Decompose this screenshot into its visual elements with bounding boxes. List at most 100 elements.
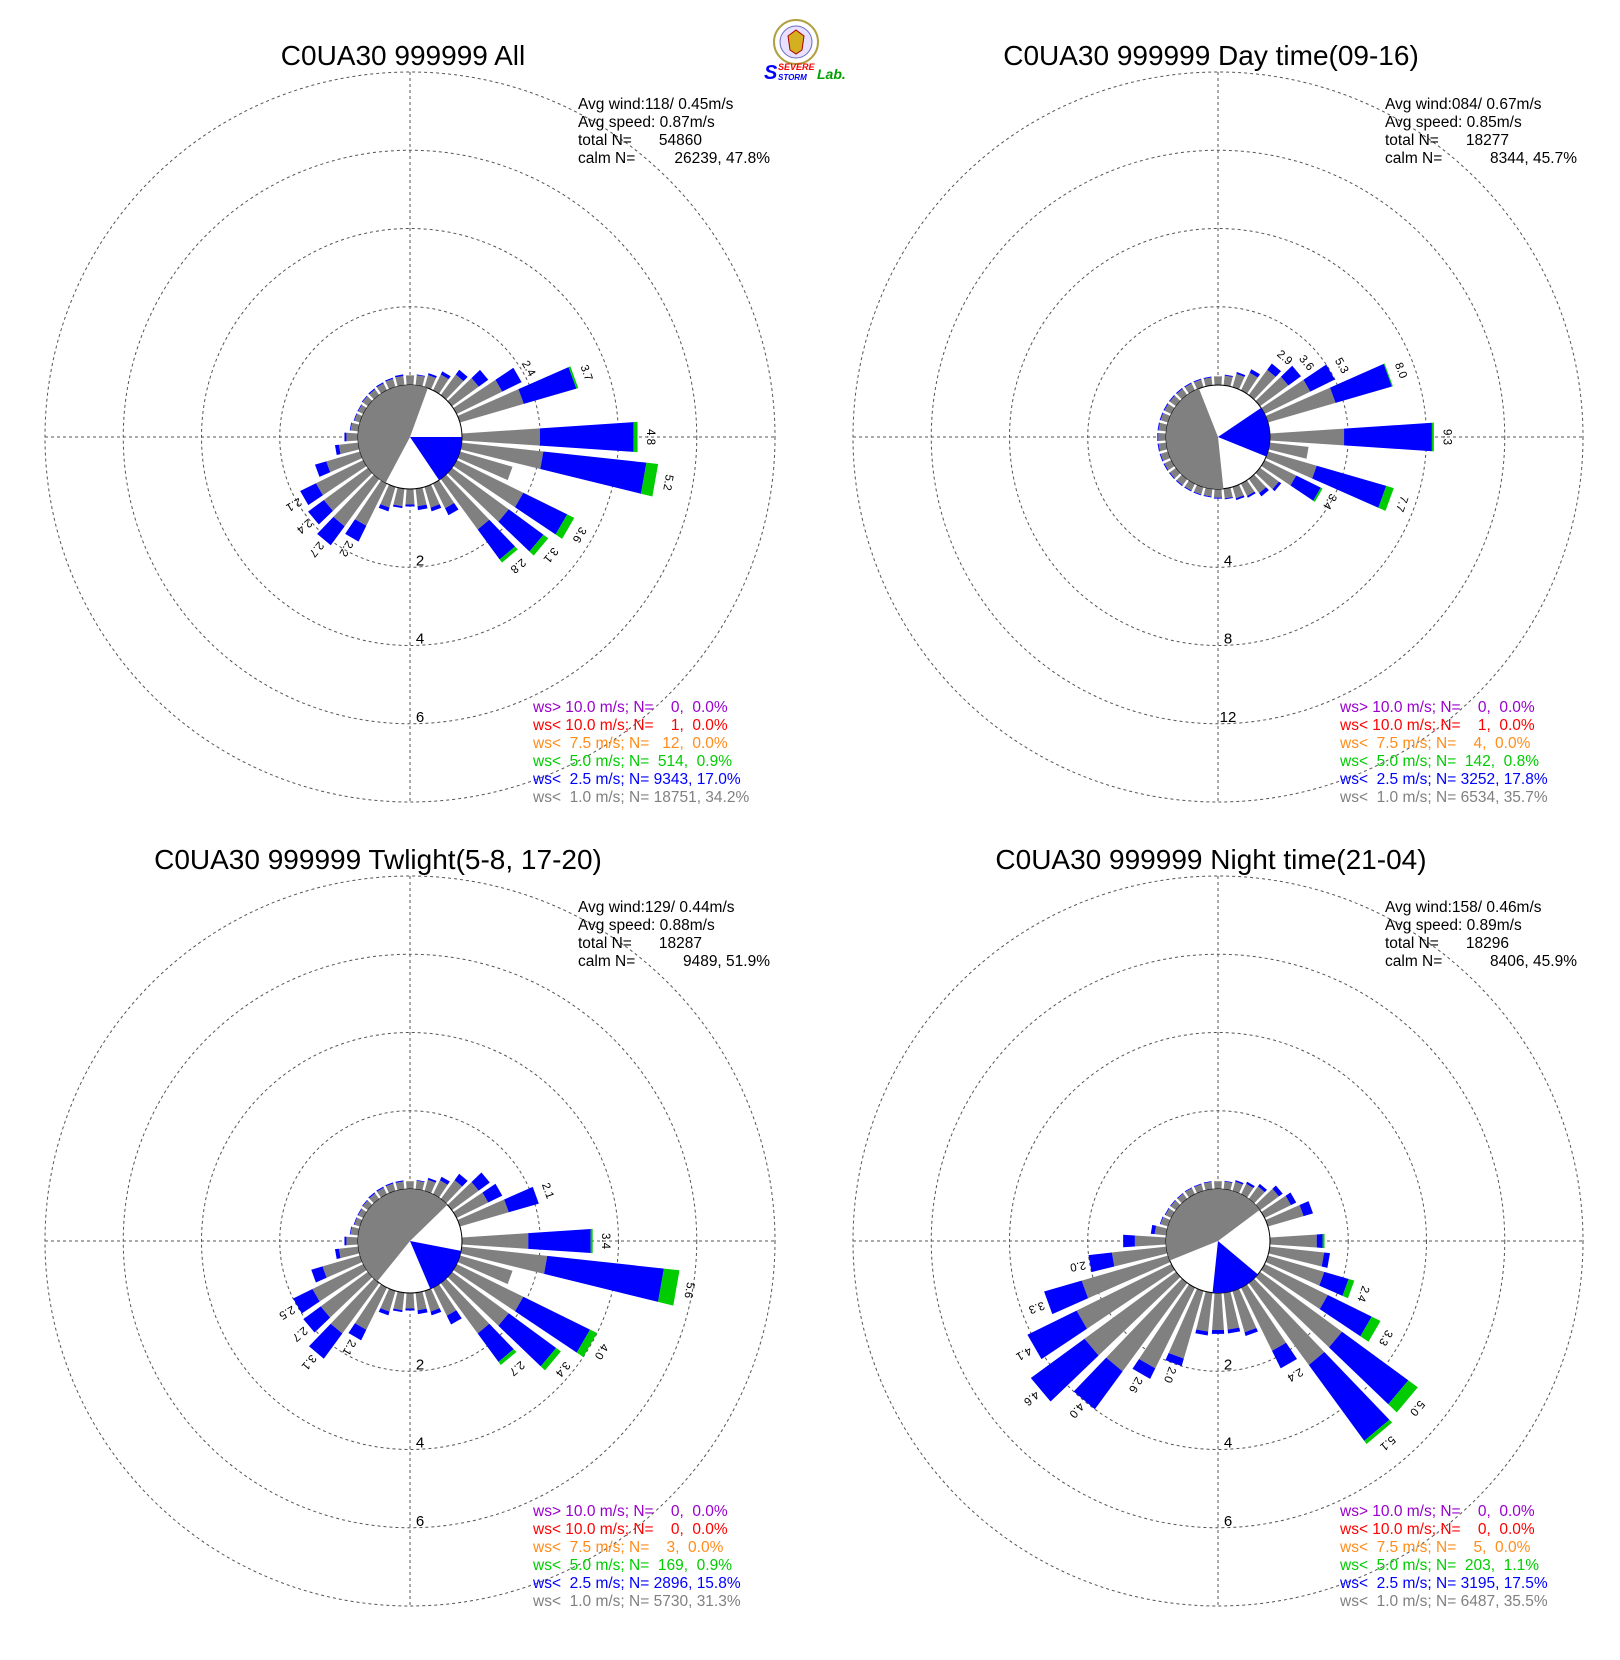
bar-segment-dir-300-ws_lt_2_5	[1163, 403, 1169, 411]
bar-segment-dir-200-ws_lt_1	[380, 1288, 396, 1312]
bar-segment-dir-60-ws_lt_1	[453, 379, 503, 415]
bar-segment-dir-50-ws_lt_2_5	[1280, 365, 1302, 386]
total-n-label: total N=	[1385, 132, 1439, 149]
bar-segment-dir-330-ws_lt_2_5	[1184, 382, 1192, 388]
bar-segment-dir-130-ws_lt_5	[529, 534, 549, 556]
bar-segment-dir-100-ws_lt_1	[1268, 442, 1309, 459]
avg-speed: Avg speed: 0.85m/s	[1385, 114, 1522, 131]
bar-segment-dir-300-ws_lt_2_5	[357, 1208, 362, 1216]
bar-segment-dir-340-ws_lt_1	[1193, 379, 1204, 390]
bar-segment-dir-280-ws_lt_1	[1154, 1225, 1168, 1236]
legend-item: ws< 2.5 m/s; N= 9343, 17.0%	[532, 771, 741, 788]
bar-segment-dir-140-ws_lt_5	[1364, 1419, 1393, 1444]
bar-segment-dir-20-ws_lt_1	[1232, 373, 1245, 390]
bar-label-dir-70: 8.0	[1392, 361, 1409, 380]
bar-label-dir-140: 2.8	[508, 556, 528, 575]
bar-segment-dir-40-ws_lt_2_5	[1267, 363, 1282, 377]
bar-segment-dir-270-ws_lt_2_5	[1157, 432, 1159, 442]
windrose-panel-4: C0UA30 999999 Night time(21-04) 2 4 6 2.4 3.3…	[852, 844, 1584, 1610]
bar-segment-dir-220-ws_lt_1	[330, 1278, 380, 1334]
avg-speed: Avg speed: 0.89m/s	[1385, 917, 1522, 934]
bar-segment-dir-50-ws_lt_1	[447, 1181, 479, 1211]
bar-segment-dir-340-ws_lt_2_5	[385, 377, 394, 382]
bar-segment-dir-50-ws_lt_2_5	[1272, 1185, 1283, 1197]
calm-n-label: calm N=	[1385, 953, 1442, 970]
bar-segment-dir-190-ws_lt_1	[393, 1291, 405, 1311]
bar-segment-dir-200-ws_lt_2_5	[378, 1308, 390, 1316]
bar-segment-dir-180-ws_lt_1	[1212, 1292, 1224, 1330]
avg-wind-wedge	[410, 437, 463, 481]
legend-item: ws< 7.5 m/s; N= 12, 0.0%	[532, 735, 728, 752]
logo-storm: STORM	[778, 73, 807, 82]
bar-label-dir-100: 5.6	[681, 1281, 696, 1299]
bar-segment-dir-160-ws_lt_1	[1232, 1288, 1257, 1333]
bar-segment-dir-130-ws_lt_2_5	[1272, 481, 1282, 492]
bar-segment-dir-10-ws_lt_2_5	[416, 374, 426, 377]
bar-segment-dir-70-ws_lt_1	[1265, 1205, 1304, 1227]
bar-segment-dir-250-ws_lt_1	[1160, 451, 1171, 462]
bar-segment-dir-350-ws_lt_1	[1203, 1181, 1213, 1191]
bar-segment-dir-60-ws_lt_2_5	[1303, 364, 1335, 392]
bar-segment-dir-180-ws_lt_1	[405, 488, 415, 505]
bar-segment-dir-270-ws_lt_1	[346, 432, 359, 442]
bar-segment-dir-260-ws_lt_2_5	[334, 444, 341, 456]
bar-segment-dir-240-ws_lt_1	[312, 1263, 367, 1302]
ring-1	[1087, 1110, 1349, 1372]
bar-segment-dir-120-ws_lt_5	[1360, 1316, 1381, 1342]
bar-segment-dir-110-ws_lt_2_5	[1319, 1271, 1349, 1296]
bar-segment-dir-290-ws_lt_2_5	[353, 1217, 358, 1225]
bar-segment-dir-130-ws_lt_1	[447, 467, 509, 522]
bar-segment-dir-250-ws_lt_1	[326, 451, 363, 473]
bar-segment-dir-20-ws_lt_2_5	[427, 1177, 437, 1183]
bar-segment-dir-110-ws_lt_1	[457, 451, 513, 481]
bar-segment-dir-120-ws_lt_2_5	[514, 1296, 591, 1353]
bar-segment-dir-40-ws_lt_1	[1248, 1186, 1265, 1204]
bar-segment-dir-90-ws_lt_1	[1269, 1234, 1317, 1248]
bar-segment-dir-170-ws_lt_2_5	[417, 1308, 428, 1315]
bar-segment-dir-280-ws_lt_2_5	[1157, 422, 1160, 431]
bar-segment-dir-130-ws_lt_1	[1255, 1271, 1343, 1348]
bar-segment-dir-180-ws_lt_1	[1213, 488, 1223, 498]
ring-3	[930, 149, 1506, 725]
bar-label-dir-120: 4.0	[592, 1341, 610, 1361]
legend-item: ws< 1.0 m/s; N= 5730, 31.3%	[532, 1593, 741, 1610]
legend-item: ws< 10.0 m/s; N= 1, 0.0%	[532, 717, 728, 734]
bar-segment-dir-160-ws_lt_1	[424, 1288, 440, 1312]
bar-label-dir-240: 2.1	[284, 495, 304, 513]
bar-label-dir-140: 2.7	[507, 1358, 527, 1377]
bar-label-dir-220: 2.7	[306, 539, 325, 559]
bar-segment-dir-260-ws_lt_1	[1158, 442, 1168, 452]
bar-segment-dir-210-ws_lt_1	[354, 1284, 388, 1330]
bar-label-dir-240: 4.1	[1014, 1344, 1034, 1362]
ring-label: 4	[1224, 552, 1232, 569]
legend-item: ws< 2.5 m/s; N= 2896, 15.8%	[532, 1575, 741, 1592]
windrose-panel-1: C0UA30 999999 All 2 4 6 2.4 3.7 4.8 5.2 3.6 3.1 2.…	[44, 40, 776, 806]
bar-segment-dir-100-ws_lt_2_5	[544, 1255, 664, 1302]
bar-segment-dir-340-ws_lt_2_5	[1193, 1183, 1202, 1187]
bar-segment-dir-230-ws_lt_1	[323, 467, 373, 511]
bar-segment-dir-120-ws_lt_2_5	[514, 492, 568, 535]
ring-label: 6	[416, 1513, 424, 1530]
bar-segment-dir-10-ws_lt_2_5	[1224, 374, 1233, 378]
bar-segment-dir-260-ws_lt_2_5	[1157, 443, 1160, 452]
bar-segment-dir-70-ws_lt_5	[568, 366, 579, 389]
bar-label-dir-220: 3.1	[299, 1352, 318, 1372]
bar-segment-dir-240-ws_lt_2_5	[1027, 1310, 1088, 1360]
bar-segment-dir-330-ws_lt_2_5	[1184, 1187, 1192, 1192]
total-n-label: total N=	[1385, 935, 1439, 952]
panel-title: C0UA30 999999 All	[281, 40, 525, 71]
bar-segment-dir-90-ws_lt_1	[461, 1233, 529, 1249]
legend-item: ws< 5.0 m/s; N= 142, 0.8%	[1339, 753, 1539, 770]
bar-segment-dir-290-ws_lt_2_5	[353, 413, 358, 421]
bar-segment-dir-220-ws_lt_1	[333, 474, 380, 527]
bar-segment-dir-30-ws_lt_1	[1240, 372, 1258, 394]
bar-segment-dir-260-ws_lt_1	[338, 1246, 360, 1259]
bar-segment-dir-230-ws_lt_1	[1084, 1271, 1181, 1356]
bar-segment-dir-280-ws_lt_2_5	[1150, 1224, 1157, 1235]
bar-label-dir-70: 2.1	[539, 1181, 556, 1200]
bar-segment-dir-230-ws_lt_1	[320, 1271, 373, 1318]
bar-segment-dir-30-ws_lt_1	[1240, 1183, 1254, 1198]
bar-label-dir-230: 2.7	[290, 1324, 310, 1343]
severe-storm-lab-logo: S SEVERE STORM Lab.	[764, 19, 846, 84]
bar-segment-dir-330-ws_lt_2_5	[376, 1186, 384, 1192]
